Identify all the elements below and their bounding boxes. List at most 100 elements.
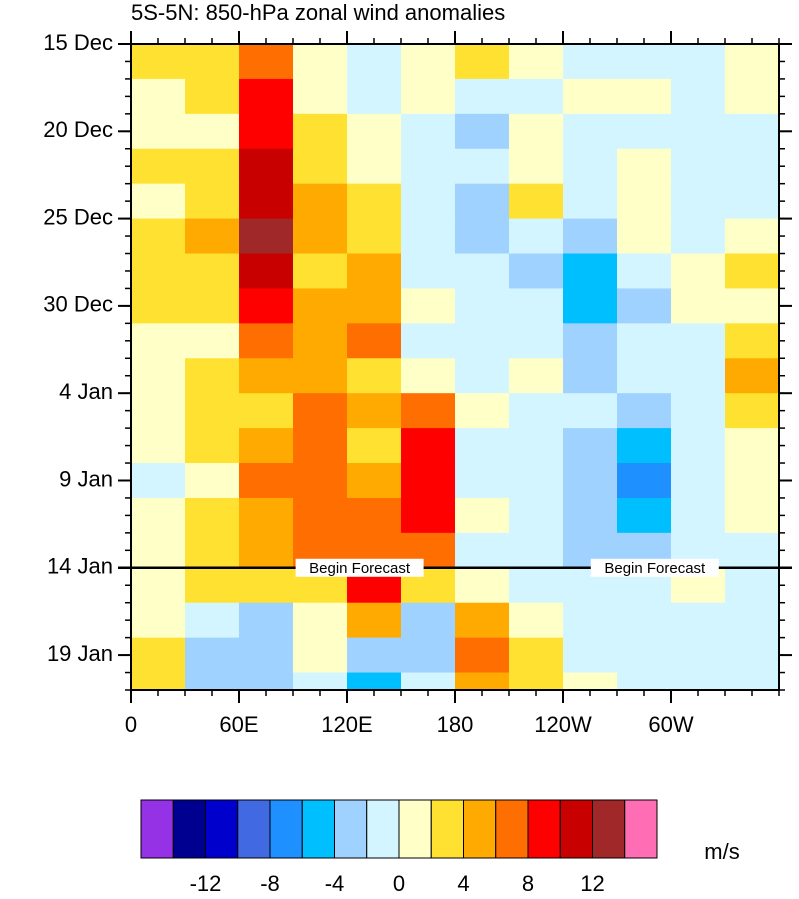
heatmap-cell	[293, 497, 348, 534]
heatmap-cell	[455, 567, 510, 604]
annotation: Begin Forecast	[309, 560, 411, 577]
colorbar-box	[269, 799, 303, 859]
colorbar-label: -4	[325, 871, 345, 896]
heatmap-cell	[293, 323, 348, 359]
heatmap-cell	[455, 428, 510, 464]
heatmap-cell	[509, 497, 564, 534]
colorbar-box	[398, 799, 432, 859]
heatmap-cell	[293, 358, 348, 394]
heatmap-cell	[347, 218, 402, 255]
heatmap-cell	[185, 113, 240, 150]
heatmap-cell	[509, 253, 564, 289]
heatmap-cell	[725, 183, 779, 220]
heatmap-cells	[131, 44, 779, 690]
heatmap-cell	[239, 567, 294, 604]
heatmap-cell	[401, 428, 456, 464]
heatmap-cell	[347, 497, 402, 534]
heatmap-cell	[347, 253, 402, 289]
heatmap-cell	[509, 323, 564, 359]
heatmap-cell	[239, 288, 294, 324]
heatmap-cell	[239, 148, 294, 185]
heatmap-cell	[617, 183, 672, 220]
colorbar-label: 8	[522, 871, 534, 896]
heatmap-cell	[725, 78, 779, 115]
heatmap-cell	[725, 253, 779, 289]
heatmap-cell	[347, 183, 402, 220]
heatmap-cell	[455, 463, 510, 499]
colorbar-label: -12	[190, 871, 222, 896]
heatmap-cell	[239, 358, 294, 394]
heatmap-cell	[563, 602, 618, 639]
heatmap-cell	[455, 358, 510, 394]
heatmap-cell	[347, 288, 402, 324]
heatmap-cell	[185, 323, 240, 359]
heatmap-cell	[671, 288, 726, 324]
heatmap-cell	[617, 358, 672, 394]
heatmap-cell	[509, 358, 564, 394]
heatmap-cell	[617, 253, 672, 289]
heatmap-cell	[131, 672, 186, 690]
heatmap-cell	[455, 393, 510, 429]
heatmap-cell	[401, 358, 456, 394]
heatmap-cell	[185, 567, 240, 604]
heatmap-cell	[293, 113, 348, 150]
heatmap-cell	[455, 532, 510, 569]
heatmap-cell	[239, 113, 294, 150]
heatmap-cell	[131, 323, 186, 359]
heatmap-cell	[725, 532, 779, 569]
heatmap-cell	[563, 637, 618, 674]
x-tick-label: 120E	[321, 712, 372, 737]
heatmap-cell	[239, 532, 294, 569]
x-tick-label: 180	[437, 712, 474, 737]
heatmap-cell	[725, 148, 779, 185]
heatmap-cell	[185, 288, 240, 324]
heatmap-cell	[509, 148, 564, 185]
heatmap-cell	[131, 428, 186, 464]
heatmap-cell	[185, 602, 240, 639]
heatmap-cell	[671, 637, 726, 674]
heatmap-cell	[617, 463, 672, 499]
heatmap-cell	[509, 288, 564, 324]
heatmap-cell	[239, 463, 294, 499]
heatmap-cell	[131, 148, 186, 185]
heatmap-cell	[239, 183, 294, 220]
heatmap-cell	[185, 148, 240, 185]
heatmap-cell	[347, 463, 402, 499]
heatmap-cell	[455, 113, 510, 150]
heatmap-cell	[293, 44, 348, 80]
colorbar-box	[430, 799, 464, 859]
heatmap-cell	[401, 78, 456, 115]
heatmap-cell	[617, 218, 672, 255]
heatmap-cell	[671, 148, 726, 185]
heatmap-cell	[347, 78, 402, 115]
heatmap-cell	[455, 78, 510, 115]
heatmap-cell	[617, 497, 672, 534]
y-tick-label: 9 Jan	[59, 466, 113, 491]
heatmap-cell	[563, 288, 618, 324]
heatmap-cell	[293, 148, 348, 185]
heatmap-cell	[455, 602, 510, 639]
heatmap-cell	[617, 428, 672, 464]
heatmap-cell	[509, 637, 564, 674]
heatmap-cell	[455, 253, 510, 289]
heatmap-cell	[671, 323, 726, 359]
heatmap-cell	[725, 463, 779, 499]
heatmap-cell	[617, 78, 672, 115]
heatmap-cell	[185, 393, 240, 429]
heatmap-cell	[671, 183, 726, 220]
y-tick-label: 30 Dec	[43, 292, 113, 317]
heatmap-cell	[293, 602, 348, 639]
heatmap-cell	[455, 288, 510, 324]
heatmap-cell	[671, 253, 726, 289]
heatmap-cell	[347, 393, 402, 429]
heatmap-cell	[563, 78, 618, 115]
heatmap-cell	[509, 113, 564, 150]
colorbar-label: 12	[580, 871, 604, 896]
y-tick-label: 20 Dec	[43, 117, 113, 142]
heatmap-cell	[671, 393, 726, 429]
heatmap-cell	[293, 183, 348, 220]
colorbar-box	[592, 799, 626, 859]
heatmap-cell	[617, 637, 672, 674]
x-tick-label: 60E	[219, 712, 258, 737]
heatmap-cell	[563, 672, 618, 690]
